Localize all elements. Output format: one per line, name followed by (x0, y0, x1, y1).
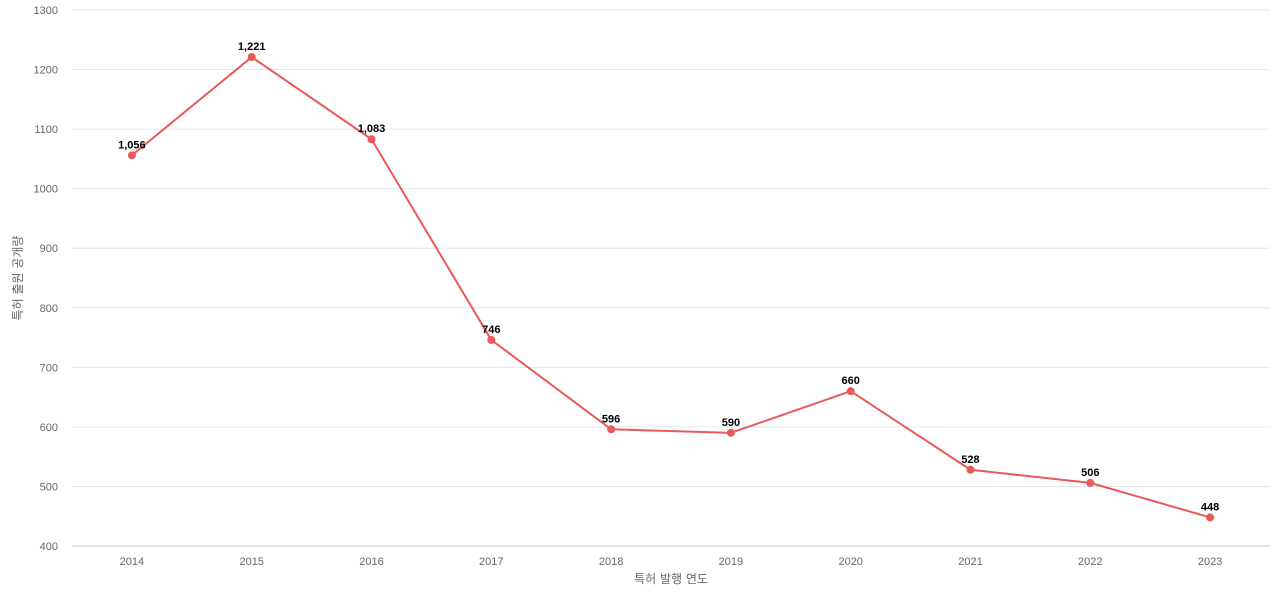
y-tick-label: 500 (40, 481, 58, 493)
x-tick-label: 2022 (1078, 556, 1102, 568)
data-point (726, 428, 735, 437)
x-tick-label: 2019 (719, 556, 743, 568)
data-point (487, 335, 496, 344)
y-tick-label: 600 (40, 422, 58, 434)
data-point (1086, 478, 1095, 487)
x-tick-label: 2015 (239, 556, 263, 568)
data-label: 448 (1201, 501, 1219, 513)
y-tick-label: 1100 (34, 124, 58, 136)
data-label: 596 (602, 413, 620, 425)
data-label: 746 (482, 324, 500, 336)
series-line (131, 56, 1211, 519)
series-layer (127, 53, 1215, 522)
grid-layer (72, 9, 1270, 487)
x-axis-title: 특허 발행 연도 (634, 571, 708, 586)
data-label: 1,083 (358, 123, 386, 135)
y-tick-label: 900 (40, 243, 58, 255)
data-point (367, 135, 376, 144)
data-labels: 1,056 1,221 1,083 746 596 590 660 528 506 448 (118, 41, 1219, 513)
data-label: 590 (722, 417, 740, 429)
x-tick-label: 2017 (479, 556, 503, 568)
y-tick-label: 400 (40, 541, 58, 553)
data-label: 528 (961, 454, 979, 466)
x-tick-label: 2021 (958, 556, 982, 568)
y-tick-label: 1300 (34, 5, 58, 17)
data-point (607, 425, 616, 434)
y-tick-label: 1200 (34, 65, 58, 77)
y-tick-label: 1000 (34, 184, 58, 196)
x-tick-label: 2014 (120, 556, 144, 568)
data-label: 1,221 (238, 41, 266, 53)
data-point (966, 465, 975, 474)
y-tick-label: 700 (40, 362, 58, 374)
data-point (247, 53, 256, 62)
data-label: 660 (842, 375, 860, 387)
y-axis-ticks: 400 500 600 700 800 900 1000 1100 1200 1300 (34, 5, 58, 553)
x-tick-label: 2016 (359, 556, 383, 568)
x-tick-label: 2020 (838, 556, 862, 568)
data-point (127, 151, 136, 160)
y-axis-title: 특허 출원 공개량 (11, 236, 25, 321)
data-label: 1,056 (118, 139, 146, 151)
x-tick-label: 2023 (1198, 556, 1222, 568)
data-label: 506 (1081, 467, 1099, 479)
data-point (846, 387, 855, 396)
y-tick-label: 800 (40, 303, 58, 315)
data-point (1206, 513, 1215, 522)
x-tick-label: 2018 (599, 556, 623, 568)
x-axis-ticks: 2014 2015 2016 2017 2018 2019 2020 2021 2022 2023 (120, 556, 1223, 568)
